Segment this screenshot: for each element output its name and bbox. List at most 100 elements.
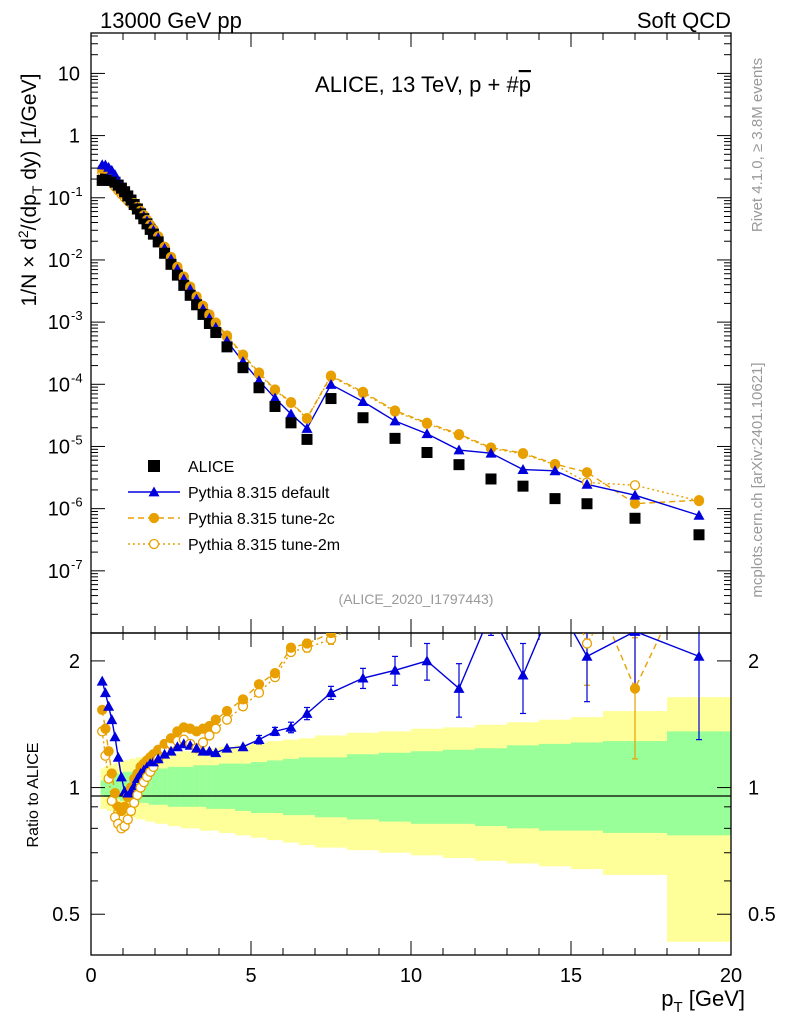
default-point — [453, 444, 465, 455]
main-y-axis-label: 1/N × d2/(dpT dy) [1/GeV] — [15, 74, 45, 307]
band-inner — [267, 760, 284, 814]
alice-data-point — [165, 258, 177, 270]
alice-data-point — [147, 228, 159, 240]
main-y-tick-exponent: -2 — [71, 246, 83, 261]
header-energy-label: 13000 GeV pp — [100, 8, 242, 33]
alice-data-point — [389, 432, 401, 444]
band-inner — [235, 763, 252, 811]
legend-label: Pythia 8.315 default — [188, 485, 330, 502]
default-point — [285, 408, 297, 419]
ratio-tune2m-point — [359, 616, 368, 625]
ratio-tune2m-point — [581, 638, 593, 649]
alice-data-point — [237, 362, 249, 374]
x-tick-label: 0 — [85, 965, 96, 987]
ratio-tune2m-point — [695, 554, 704, 563]
ratio-tune2c-point — [109, 787, 121, 799]
alice-data-point — [197, 308, 209, 320]
legend-label: Pythia 8.315 tune-2m — [188, 537, 340, 554]
ratio-default-point — [106, 714, 118, 725]
legend-label: Pythia 8.315 tune-2c — [188, 511, 335, 528]
ratio-default-point — [325, 687, 337, 698]
ratio-tune2c-point — [103, 746, 114, 757]
ratio-tune2c-point — [629, 683, 641, 694]
ratio-tune2m-point — [631, 559, 640, 568]
band-inner — [411, 751, 444, 824]
ratio-series — [96, 549, 705, 834]
ratio-tune2c-point — [455, 576, 464, 585]
alice-data-point — [285, 417, 297, 429]
ratio-tune2m-point — [210, 723, 221, 734]
band-inner — [507, 745, 540, 829]
legend-marker-tune2c — [148, 512, 160, 524]
ratio-default-point — [237, 741, 249, 752]
legend-marker-alice — [148, 460, 160, 472]
pbar-symbol: p — [519, 72, 531, 97]
legend-marker-default — [148, 486, 160, 497]
ratio-default-point — [115, 771, 127, 782]
main-y-tick-exponent: -4 — [71, 370, 83, 385]
ratio-default-point — [581, 650, 593, 661]
band-inner — [145, 770, 150, 803]
band-inner — [571, 742, 604, 831]
alice-data-point — [221, 341, 233, 353]
band-inner — [251, 762, 268, 814]
legend-marker-tune2m — [148, 538, 160, 550]
default-point — [325, 379, 337, 389]
ratio-y-tick-label-left: 2 — [69, 651, 80, 673]
tune2c-point — [325, 370, 337, 381]
ratio-default-point — [253, 734, 265, 745]
ratio-default-point — [147, 756, 159, 767]
ratio-default-point — [486, 607, 497, 617]
plot-title: ALICE, 13 TeV, p + #p — [315, 72, 531, 97]
main-y-tick-label: 10 — [48, 312, 70, 334]
band-inner — [113, 775, 118, 799]
alice-data-point — [301, 433, 313, 445]
default-point — [389, 415, 401, 426]
tune2c-point — [581, 467, 593, 478]
alice-data-point — [421, 446, 433, 458]
ratio-tune2c-point — [269, 668, 281, 679]
band-inner — [212, 765, 220, 809]
ratio-tune2c-point — [221, 705, 233, 717]
ratio-default-point — [159, 748, 171, 759]
band-inner — [199, 765, 207, 807]
ratio-default-point — [103, 700, 115, 711]
alice-data-point — [629, 512, 641, 524]
band-inner — [206, 765, 214, 809]
main-y-tick-label: 10 — [48, 250, 70, 272]
tune2c-point — [285, 397, 297, 408]
ratio-tune2c-point — [551, 549, 560, 558]
alice-data-point — [191, 299, 203, 311]
ratio-tune2c-point — [359, 608, 368, 617]
band-inner — [116, 773, 121, 799]
band-inner — [174, 766, 182, 807]
alice-data-point — [325, 393, 337, 405]
tune2c-point — [357, 386, 369, 398]
ratio-tune2m-point — [122, 814, 133, 825]
ratio-default-point — [96, 675, 108, 686]
band-inner — [148, 768, 153, 805]
ratio-default-point — [152, 753, 164, 764]
default-point — [421, 428, 433, 439]
ratio-tune2c-point — [695, 549, 704, 558]
alice-data-point — [159, 247, 171, 259]
x-axis-label: pT [GeV] — [661, 986, 745, 1016]
ratio-tune2c-point — [237, 694, 249, 705]
alice-data-point — [178, 279, 190, 291]
ratio-tune2m-point — [551, 554, 560, 563]
mcplots-source-label: mcplots.cern.ch [arXiv:2401.10621] — [749, 362, 766, 597]
alice-data-point — [269, 400, 281, 412]
ratio-tune2c-point — [106, 768, 117, 779]
ratio-default-point — [357, 672, 369, 683]
default-point — [629, 489, 641, 500]
ratio-default-point — [389, 664, 401, 675]
ratio-default-point — [210, 747, 222, 758]
ratio-tune2c-point — [285, 642, 297, 653]
ratio-tune2m-point — [455, 582, 464, 591]
default-point — [581, 478, 593, 489]
main-y-tick-exponent: -7 — [71, 557, 83, 572]
ratio-default-point — [171, 741, 183, 752]
main-y-tick-label: 10 — [48, 188, 70, 210]
ratio-tune2m-point — [519, 565, 528, 574]
